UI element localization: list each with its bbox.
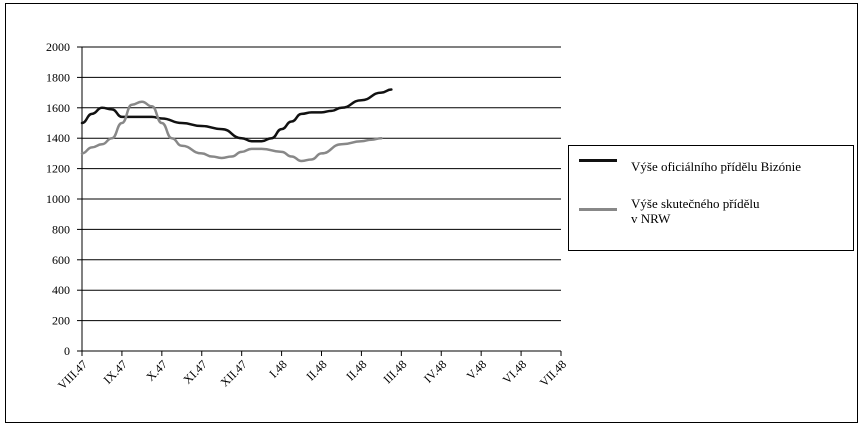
- x-tick-label: V.48: [464, 357, 490, 383]
- series-line-actual: [80, 100, 383, 163]
- series-line-official: [80, 88, 393, 143]
- x-tick-label: XII.47: [217, 357, 249, 389]
- legend-item-official: Výše oficiálního přídělu Bizónie: [569, 159, 801, 174]
- y-tick-label: 0: [64, 344, 70, 358]
- legend-item-actual: Výše skutečného přídělu v NRW: [569, 196, 760, 226]
- x-tick-label: II.48: [343, 357, 369, 383]
- y-tick-label: 1800: [46, 70, 70, 84]
- y-tick-label: 1400: [46, 131, 70, 145]
- y-tick-label: 400: [52, 283, 70, 297]
- legend-label-actual: Výše skutečného přídělu v NRW: [631, 196, 760, 226]
- x-tick-label: III.48: [380, 357, 409, 386]
- y-tick-label: 1200: [46, 162, 70, 176]
- x-tick-label: XI.47: [180, 357, 209, 386]
- x-tick-label: VI.48: [500, 357, 529, 386]
- x-tick-label: I.48: [266, 357, 289, 380]
- x-tick-label: IX.47: [101, 357, 130, 386]
- y-tick-label: 1000: [46, 192, 70, 206]
- y-tick-label: 1600: [46, 101, 70, 115]
- x-tick-label: II.48: [303, 357, 329, 383]
- x-tick-label: IV.48: [421, 357, 449, 385]
- x-tick-label: VII.48: [537, 357, 569, 389]
- legend-swatch-actual: [579, 208, 617, 211]
- y-tick-label: 200: [52, 314, 70, 328]
- legend: Výše oficiálního přídělu Bizónie Výše sk…: [568, 145, 854, 251]
- y-tick-label: 800: [52, 222, 70, 236]
- y-tick-label: 2000: [46, 40, 70, 54]
- legend-label-official: Výše oficiálního přídělu Bizónie: [631, 159, 802, 174]
- y-tick-label: 600: [52, 253, 70, 267]
- x-tick-label: VIII.47: [55, 357, 90, 392]
- legend-swatch-official: [579, 159, 617, 162]
- x-tick-label: X.47: [143, 357, 170, 384]
